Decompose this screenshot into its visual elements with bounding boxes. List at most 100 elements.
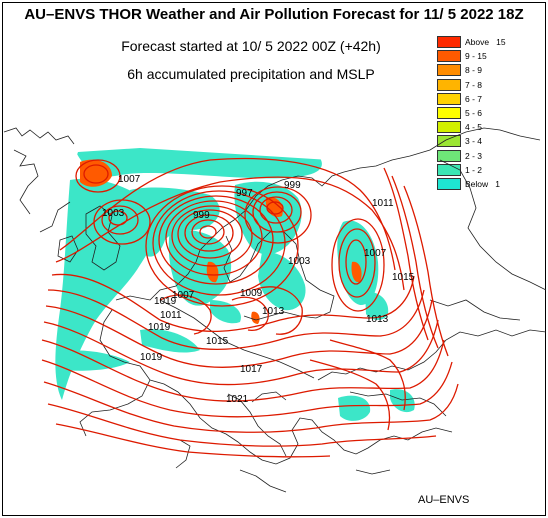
legend-label: 1 - 2 <box>465 164 483 175</box>
isobar <box>177 209 243 259</box>
isobar <box>266 201 284 215</box>
isobar-label: 1013 <box>262 306 285 317</box>
forecast-start-label: Forecast started at 10/ 5 2022 00Z (+42h… <box>121 38 381 54</box>
coastline <box>115 127 541 301</box>
legend-row: 4 - 5 <box>437 121 541 135</box>
precip-area <box>337 220 379 306</box>
coastlines <box>3 127 547 493</box>
legend-row: 2 - 3 <box>437 149 541 164</box>
isobar <box>83 164 109 184</box>
isobar-label: 999 <box>284 180 301 191</box>
isobar <box>75 159 121 193</box>
isobar-label: 997 <box>236 188 253 199</box>
isobar <box>165 200 263 276</box>
isobar-label: 1003 <box>102 208 125 219</box>
isobar <box>108 210 128 226</box>
legend-swatch <box>437 50 461 63</box>
legend-label: 2 - 3 <box>465 150 483 161</box>
isobar-label: 1017 <box>240 364 263 375</box>
coastline <box>159 299 447 417</box>
isobar-label: 1019 <box>154 296 177 307</box>
legend-row: 5 - 6 <box>437 106 541 121</box>
isobar <box>199 225 217 239</box>
legend-swatch <box>437 149 461 162</box>
coastline <box>57 235 79 263</box>
isobar <box>191 219 225 245</box>
coastline <box>149 379 453 465</box>
isobars <box>41 157 459 458</box>
isobar <box>391 175 439 349</box>
isobar-label: 1011 <box>372 198 394 209</box>
isobar <box>253 286 303 335</box>
isobar-label: 1015 <box>392 272 415 283</box>
isobar-label: 1015 <box>206 336 229 347</box>
legend-row: 6 - 7 <box>437 92 541 107</box>
isobar-label: 1009 <box>240 288 263 299</box>
precip-area <box>210 300 241 324</box>
isobar <box>338 228 376 298</box>
legend-swatch <box>437 121 461 134</box>
isobar-label: 1007 <box>172 290 195 301</box>
isobar <box>41 359 453 418</box>
legend-row: Below 1 <box>437 177 541 192</box>
precip-area <box>206 261 219 283</box>
isobar <box>55 423 331 458</box>
coastline <box>175 439 391 493</box>
legend-label: 3 - 4 <box>465 136 483 147</box>
isobar <box>259 196 293 224</box>
isobar-label: 1021 <box>226 394 249 405</box>
isobar <box>43 319 439 386</box>
isobar <box>159 294 212 335</box>
isobar <box>158 195 274 285</box>
legend-swatch <box>437 106 461 119</box>
isobar <box>47 403 437 447</box>
precip-area <box>390 389 415 413</box>
legend-label: 9 - 15 <box>465 51 487 62</box>
isobar <box>43 381 459 433</box>
legend-label: 5 - 6 <box>465 107 483 118</box>
coastline <box>3 127 75 215</box>
precip-area <box>338 395 371 421</box>
precip-legend: Above 15 9 - 15 8 - 9 7 - 8 6 - 7 5 - 6 … <box>437 36 541 192</box>
isobar <box>309 359 391 431</box>
legend-swatch <box>437 78 461 91</box>
legend-label: Above 15 <box>465 37 506 47</box>
precip-area <box>365 291 389 320</box>
isobar <box>231 296 269 331</box>
legend-row: Above 15 <box>437 36 541 50</box>
coastline <box>429 159 547 321</box>
legend-swatch <box>437 92 461 105</box>
product-label: 6h accumulated precipitation and MSLP <box>127 66 375 82</box>
legend-row: 1 - 2 <box>437 163 541 178</box>
isobar <box>331 218 385 312</box>
coastline <box>317 329 547 381</box>
isobar-label: 1003 <box>288 256 311 267</box>
legend-row: 7 - 8 <box>437 78 541 93</box>
isobar-label: 1019 <box>140 352 163 363</box>
isobar-label: 1013 <box>366 314 389 325</box>
isobar <box>403 185 449 357</box>
legend-label: Below 1 <box>465 178 500 189</box>
isobar <box>184 214 234 252</box>
legend-swatch <box>437 64 461 77</box>
precip-area <box>351 261 362 283</box>
isobar <box>252 191 302 233</box>
isobar-label: 999 <box>193 210 210 221</box>
isobar <box>145 185 299 307</box>
isobar <box>101 205 139 235</box>
isobar <box>383 167 429 341</box>
isobar <box>345 239 367 285</box>
isobar <box>45 299 433 368</box>
legend-row: 9 - 15 <box>437 50 541 64</box>
legend-swatch <box>437 36 461 48</box>
isobar-labels: 1003 1007 999 997 999 1003 1011 1007 101… <box>102 174 415 405</box>
legend-swatch <box>437 177 461 190</box>
isobar <box>47 289 425 350</box>
precip-area <box>127 187 220 257</box>
precip-area <box>251 311 260 324</box>
coastline <box>223 231 335 321</box>
isobar-label: 1019 <box>148 322 171 333</box>
legend-label: 8 - 9 <box>465 65 483 76</box>
isobar <box>329 339 406 411</box>
